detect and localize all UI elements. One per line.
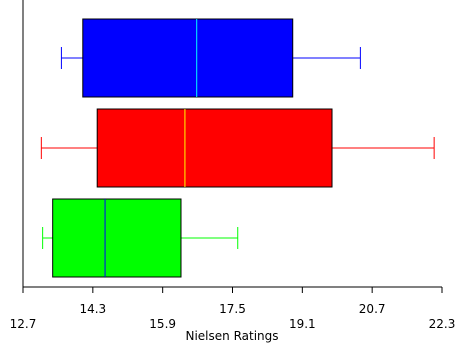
box-series-1: [40, 108, 435, 188]
box-0: [82, 18, 294, 98]
x-tick-label-2: 15.9: [149, 317, 176, 331]
boxes-layer: [40, 18, 435, 278]
x-tick-label-4: 19.1: [289, 317, 316, 331]
x-axis-title: Nielsen Ratings: [185, 329, 278, 343]
x-tick-label-3: 17.5: [219, 302, 246, 316]
box-1: [96, 108, 333, 188]
x-tick-label-5: 20.7: [359, 302, 386, 316]
box-series-0: [60, 18, 361, 98]
x-tick-label-1: 14.3: [79, 302, 106, 316]
x-tick-label-0: 12.7: [10, 317, 37, 331]
x-tick-label-6: 22.3: [429, 317, 456, 331]
box-series-2: [42, 198, 239, 278]
box-2: [52, 198, 182, 278]
x-axis-ticks: 12.7 14.3 15.9 17.5 19.1 20.7 22.3: [10, 287, 456, 331]
